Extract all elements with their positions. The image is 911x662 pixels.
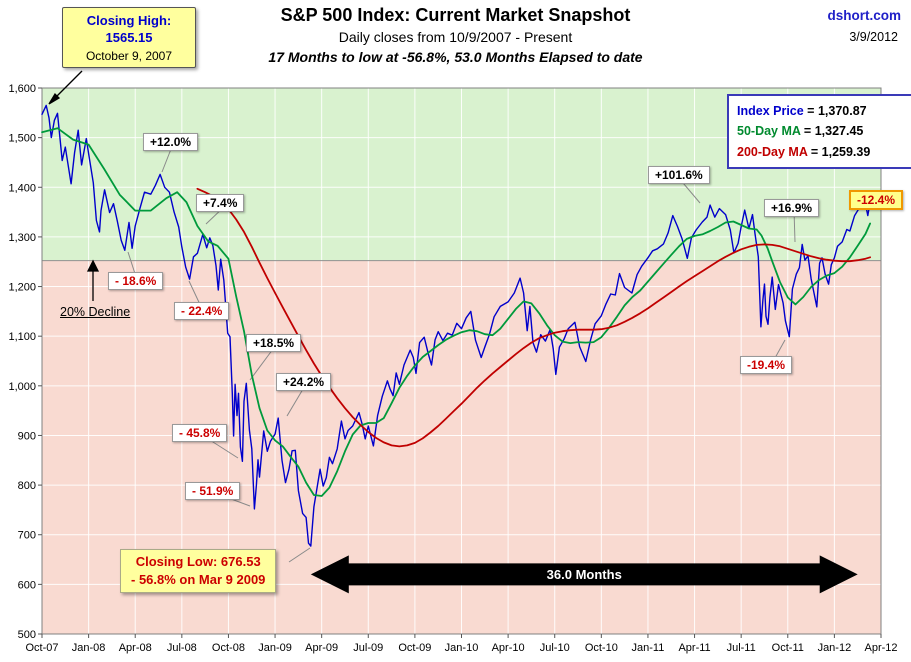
percent-callout: +101.6% <box>648 166 710 184</box>
x-tick-label: Jul-09 <box>353 642 383 654</box>
price-line <box>41 104 871 547</box>
x-tick-label: Oct-08 <box>212 642 245 654</box>
y-tick-label: 1,400 <box>8 182 36 194</box>
y-tick-label: 600 <box>18 579 36 591</box>
y-tick-label: 1,100 <box>8 331 36 343</box>
x-tick-label: Jul-10 <box>540 642 570 654</box>
percent-callout: -19.4% <box>740 356 793 374</box>
percent-callout: - 45.8% <box>172 424 228 442</box>
ma200-line <box>196 187 871 448</box>
chart-date: 3/9/2012 <box>849 30 898 44</box>
x-tick-label: Oct-11 <box>772 642 804 654</box>
x-tick-label: Jul-08 <box>167 642 197 654</box>
legend-item-200day-ma: 200-Day MA = 1,259.39 <box>737 144 871 159</box>
x-tick-label: Jan-08 <box>72 642 106 654</box>
source-link[interactable]: dshort.com <box>827 8 901 23</box>
x-tick-label: Jan-11 <box>632 642 665 654</box>
y-tick-label: 1,300 <box>8 232 36 244</box>
x-tick-label: Apr-09 <box>305 642 338 654</box>
legend-item-50day-ma: 50-Day MA = 1,327.45 <box>737 124 864 139</box>
x-tick-label: Apr-12 <box>864 642 897 654</box>
x-tick-label: Jan-09 <box>258 642 292 654</box>
y-tick-label: 1,200 <box>8 282 36 294</box>
y-tick-label: 1,500 <box>8 133 36 145</box>
y-tick-label: 700 <box>18 530 36 542</box>
decline-threshold-label: 20% Decline <box>60 305 131 319</box>
chart-legend: Index Price = 1,370.87 50-Day MA = 1,327… <box>727 94 911 169</box>
months-span-arrow <box>310 555 858 594</box>
percent-callout: - 18.6% <box>108 272 164 290</box>
percent-callout: +18.5% <box>246 334 302 352</box>
axis-labels: 500 600 700 800 900 1,000 1,100 1,200 1,300 1,400… <box>8 83 897 654</box>
months-span-label: 36.0 Months <box>547 567 622 582</box>
y-tick-label: 900 <box>18 430 36 442</box>
x-tick-label: Jan-12 <box>818 642 852 654</box>
closing-high-arrowhead <box>48 92 61 105</box>
legend-item-index-price: Index Price = 1,370.87 <box>737 104 867 118</box>
closing-low-leader <box>288 547 311 563</box>
closing-low-callout: Closing Low: 676.53 - 56.8% on Mar 9 200… <box>120 549 277 594</box>
percent-callout: +24.2% <box>276 373 332 391</box>
percent-callout: +16.9% <box>764 199 820 217</box>
x-tick-label: Oct-10 <box>585 642 618 654</box>
percent-callout: +12.0% <box>143 133 199 151</box>
x-tick-label: Apr-11 <box>678 642 710 654</box>
closing-high-callout: Closing High: 1565.15 October 9, 2007 <box>62 7 196 68</box>
percent-callout: - 51.9% <box>185 482 241 500</box>
x-tick-label: Apr-10 <box>492 642 525 654</box>
annotation-arrows <box>48 70 100 301</box>
percent-callout: +7.4% <box>196 194 245 212</box>
x-tick-label: Oct-09 <box>398 642 431 654</box>
percent-callout: -12.4% <box>849 190 904 210</box>
decline-arrowhead <box>86 259 100 272</box>
x-tick-label: Jul-11 <box>727 642 756 654</box>
percent-callout: - 22.4% <box>174 302 230 320</box>
closing-high-arrow <box>53 70 83 100</box>
x-tick-label: Jan-10 <box>445 642 479 654</box>
y-tick-label: 800 <box>18 480 36 492</box>
y-tick-label: 500 <box>18 629 36 641</box>
y-tick-label: 1,000 <box>8 381 36 393</box>
y-tick-label: 1,600 <box>8 83 36 95</box>
x-tick-label: Oct-07 <box>25 642 58 654</box>
x-tick-label: Apr-08 <box>119 642 152 654</box>
